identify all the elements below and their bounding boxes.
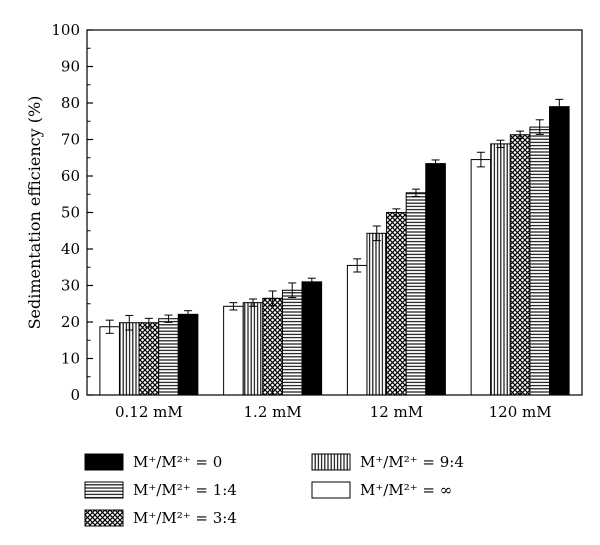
legend-swatch	[311, 481, 351, 499]
legend-label: M⁺/M²⁺ = 1:4	[133, 481, 237, 499]
bar	[242, 302, 264, 396]
legend-swatch	[84, 481, 124, 499]
bar	[405, 192, 427, 396]
y-tick-label: 50	[61, 204, 80, 222]
legend-swatch	[311, 453, 351, 471]
bar	[490, 143, 511, 396]
bar	[366, 232, 388, 396]
bar	[301, 281, 323, 396]
x-category-label: 0.12 mM	[115, 403, 183, 421]
bar	[99, 326, 120, 396]
y-tick-label: 10	[61, 350, 80, 368]
y-tick-label: 40	[61, 240, 80, 258]
y-tick-label: 30	[61, 277, 80, 295]
legend-label: M⁺/M²⁺ = 0	[133, 453, 222, 471]
y-tick-label: 100	[51, 21, 80, 39]
x-category-label: 12 mM	[370, 403, 423, 421]
legend-swatch	[84, 453, 124, 471]
bar	[281, 289, 303, 396]
bar	[223, 305, 244, 396]
bar	[262, 297, 283, 396]
x-category-label: 1.2 mM	[244, 403, 302, 421]
bar	[138, 322, 160, 396]
bar	[386, 212, 407, 396]
x-axis-categories: 0.12 mM 1.2 mM 12 mM 120 mM	[115, 389, 552, 421]
y-tick-label: 20	[61, 313, 80, 331]
y-tick-label: 90	[61, 58, 80, 76]
bar	[425, 163, 446, 396]
x-category-label: 120 mM	[489, 403, 552, 421]
bar	[177, 313, 199, 396]
y-tick-label: 0	[70, 386, 80, 404]
y-tick-label: 70	[61, 131, 80, 149]
legend-label: M⁺/M²⁺ = ∞	[360, 481, 452, 499]
bars	[99, 98, 570, 396]
legend-swatch	[84, 509, 124, 527]
legend-label: M⁺/M²⁺ = 3:4	[133, 509, 237, 527]
bar	[529, 126, 551, 396]
bar	[118, 322, 140, 396]
plot-frame	[86, 29, 583, 396]
bar	[549, 106, 570, 396]
y-axis-ticks: 0 10 20 30 40 50 60 70 80 90 100	[51, 21, 93, 404]
legend-label: M⁺/M²⁺ = 9:4	[360, 453, 464, 471]
bar	[470, 159, 492, 396]
y-tick-label: 60	[61, 167, 80, 185]
legend: M⁺/M²⁺ = 0 M⁺/M²⁺ = 9:4 M⁺/M²⁺ = 1:4 M⁺/M²⁺…	[84, 453, 464, 527]
bar	[158, 318, 179, 396]
bar	[346, 264, 368, 396]
y-axis-label: Sedimentation efficiency (%)	[25, 96, 44, 330]
y-tick-label: 80	[61, 94, 80, 112]
bar	[509, 134, 531, 396]
